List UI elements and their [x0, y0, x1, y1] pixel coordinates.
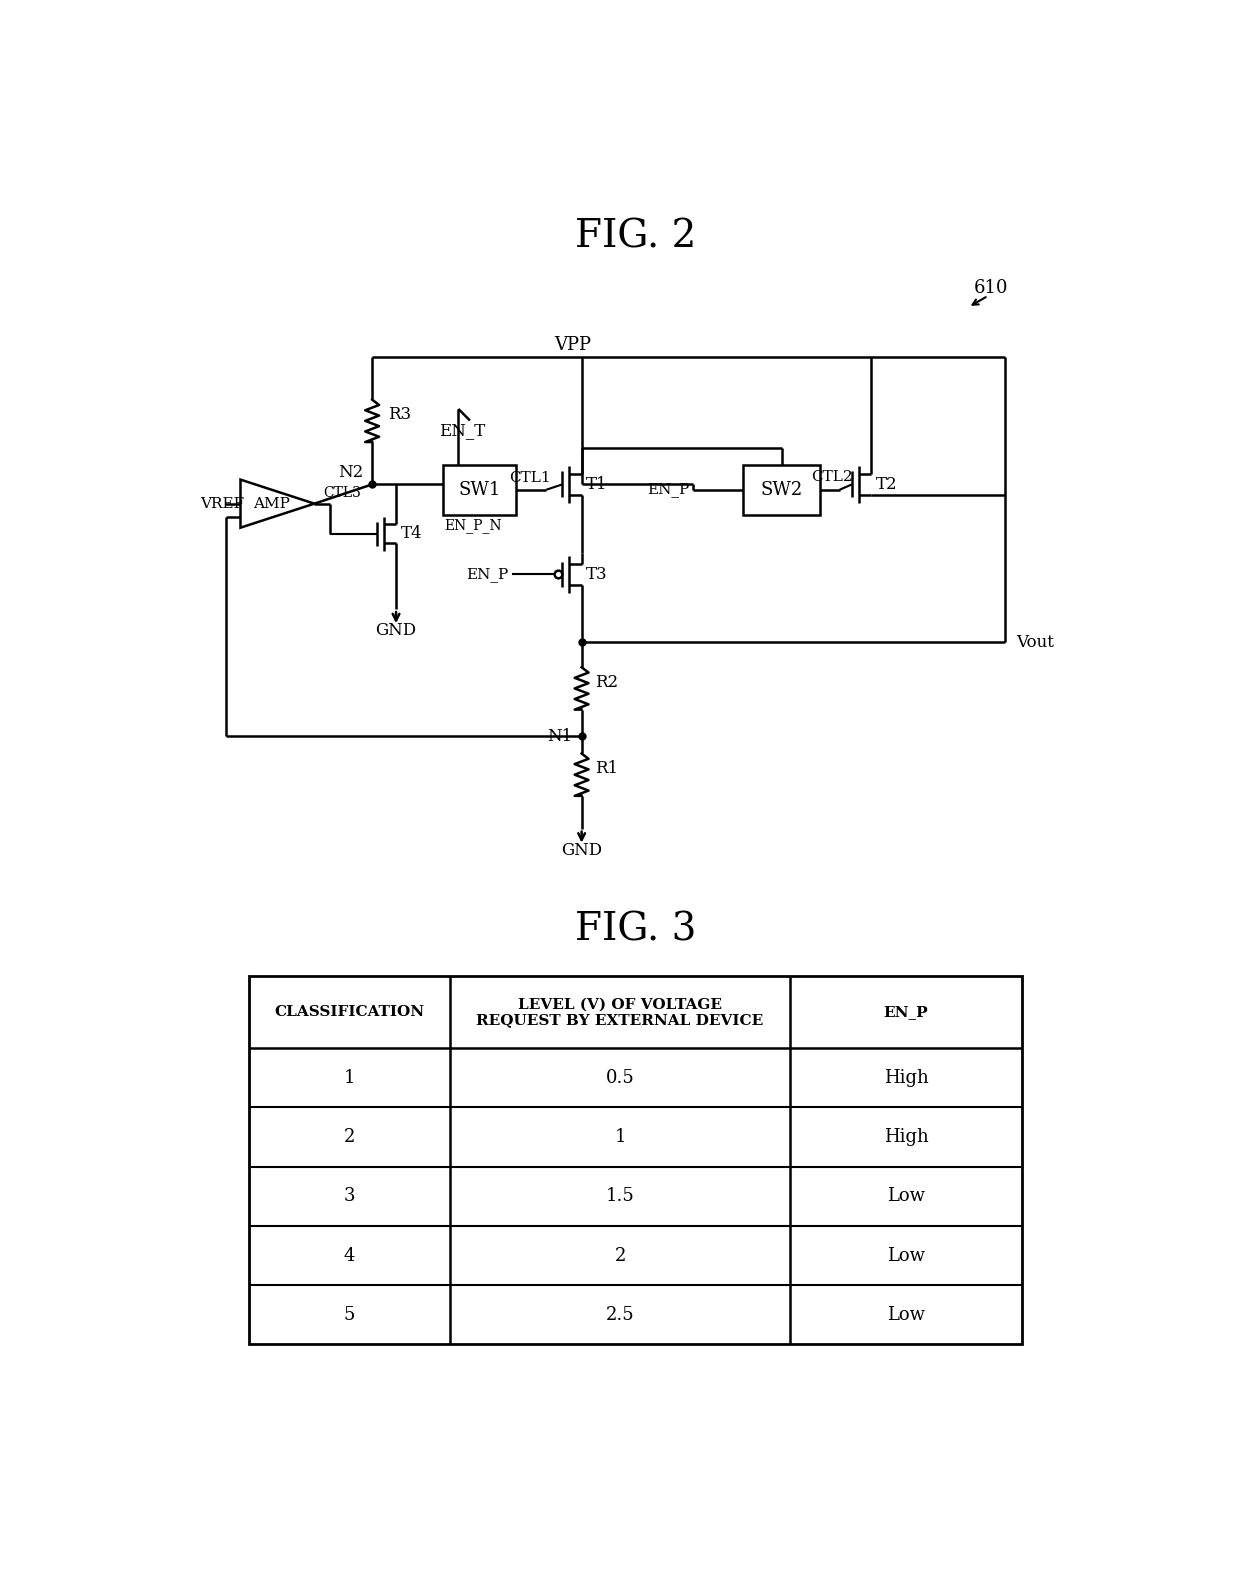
Text: 1: 1: [343, 1069, 355, 1086]
Text: GND: GND: [560, 842, 603, 859]
Text: Low: Low: [887, 1187, 925, 1205]
Text: CTL2: CTL2: [811, 471, 853, 485]
Bar: [443, 464, 516, 515]
Text: VREF: VREF: [201, 497, 244, 510]
Text: EN_P: EN_P: [647, 482, 689, 497]
Bar: [249, 976, 1022, 1344]
Text: High: High: [884, 1069, 929, 1086]
Text: SW2: SW2: [760, 480, 804, 499]
Text: T1: T1: [587, 475, 608, 493]
Text: 5: 5: [343, 1306, 355, 1323]
Text: Vout: Vout: [1017, 633, 1054, 651]
Text: GND: GND: [376, 622, 417, 639]
Text: FIG. 3: FIG. 3: [575, 911, 696, 949]
Text: 2.5: 2.5: [605, 1306, 635, 1323]
Text: CLASSIFICATION: CLASSIFICATION: [274, 1006, 424, 1020]
Text: High: High: [884, 1127, 929, 1146]
Text: T2: T2: [875, 475, 898, 493]
Text: 1: 1: [614, 1127, 626, 1146]
Text: VPP: VPP: [554, 336, 591, 354]
Bar: [743, 464, 821, 515]
Text: 4: 4: [343, 1246, 355, 1265]
Text: N1: N1: [547, 728, 573, 745]
Text: 610: 610: [973, 279, 1008, 297]
Text: 2: 2: [614, 1246, 626, 1265]
Text: EN_P: EN_P: [884, 1006, 929, 1020]
Text: 3: 3: [343, 1187, 355, 1205]
Text: SW1: SW1: [459, 480, 501, 499]
Text: R2: R2: [595, 674, 619, 690]
Text: N2: N2: [337, 464, 363, 480]
Text: 2: 2: [343, 1127, 355, 1146]
Text: LEVEL (V) OF VOLTAGE
REQUEST BY EXTERNAL DEVICE: LEVEL (V) OF VOLTAGE REQUEST BY EXTERNAL…: [476, 998, 764, 1028]
Text: EN_P_N: EN_P_N: [444, 518, 502, 534]
Text: EN_P: EN_P: [466, 567, 508, 583]
Text: FIG. 2: FIG. 2: [575, 219, 696, 256]
Text: CTL3: CTL3: [324, 486, 362, 501]
Text: Low: Low: [887, 1246, 925, 1265]
Text: 0.5: 0.5: [605, 1069, 635, 1086]
Text: EN_T: EN_T: [439, 422, 485, 439]
Text: AMP: AMP: [253, 497, 290, 510]
Text: CTL1: CTL1: [510, 471, 551, 485]
Text: R3: R3: [388, 406, 410, 423]
Text: T4: T4: [401, 526, 423, 542]
Text: 1.5: 1.5: [605, 1187, 635, 1205]
Text: R1: R1: [595, 759, 619, 777]
Text: T3: T3: [587, 565, 608, 583]
Text: Low: Low: [887, 1306, 925, 1323]
